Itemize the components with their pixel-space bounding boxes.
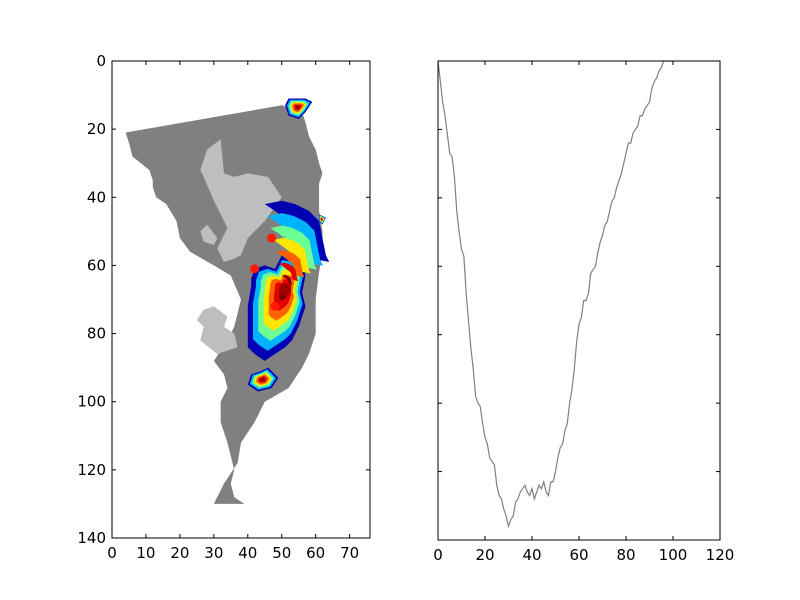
small-hotspot-level [295,105,301,110]
y-tick-label: 0 [96,52,106,70]
x-tick-label: 120 [706,546,735,564]
hotspot-peak [270,301,280,311]
heatmap-panel: 0 10 20 30 40 50 60 70 0 20 40 60 80 100 120 140 [77,52,371,562]
x-tick-label: 80 [616,546,635,564]
y-tick-label: 60 [87,256,106,274]
x-tick-label: 60 [306,544,325,562]
profile-line [438,61,678,529]
y-tick-label: 120 [77,461,106,479]
x-tick-label: 0 [107,544,117,562]
x-tick-label: 10 [136,544,155,562]
hotspot-max [279,283,292,296]
x-tick-label: 70 [340,544,359,562]
interior-region [200,139,282,263]
y-tick-label: 40 [87,188,106,206]
x-tick-label: 20 [170,544,189,562]
interior-patch [200,224,218,245]
x-tick-label: 60 [569,546,588,564]
y-tick-label: 100 [77,393,106,411]
x-tick-label: 50 [272,544,291,562]
interior-patch [196,306,238,355]
x-tick-label: 40 [522,546,541,564]
small-hotspot-level [260,377,265,382]
y-tick-label: 140 [77,529,106,547]
hotspot-peak [267,233,277,243]
hotspot-peak [250,264,260,274]
x-tick-label: 0 [433,546,443,564]
y-tick-label: 80 [87,325,106,343]
heatmap-frame [111,60,371,539]
line-background [438,61,720,540]
x-tick-label: 40 [238,544,257,562]
x-tick-label: 100 [659,546,688,564]
line-profile-panel: 0 20 40 60 80 100 120 [433,60,735,564]
y-tick-label: 20 [87,120,106,138]
small-hotspot-level [321,218,323,221]
x-tick-label: 20 [475,546,494,564]
x-tick-label: 30 [204,544,223,562]
